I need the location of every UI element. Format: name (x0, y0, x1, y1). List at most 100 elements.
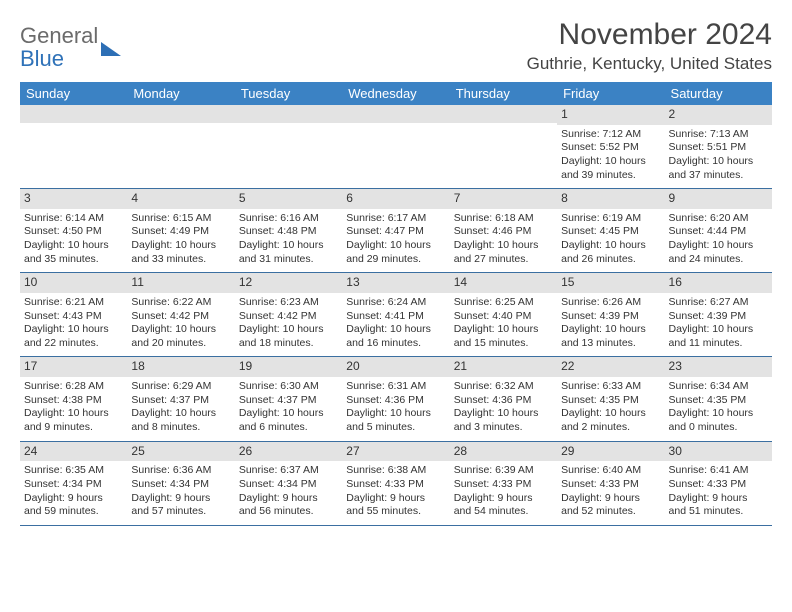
sunset-text: Sunset: 4:42 PM (131, 310, 230, 324)
sunset-text: Sunset: 4:46 PM (454, 225, 553, 239)
weekday-header: Thursday (450, 82, 557, 105)
sunrise-text: Sunrise: 6:22 AM (131, 296, 230, 310)
sunset-text: Sunset: 5:51 PM (669, 141, 768, 155)
daylight-text: and 16 minutes. (346, 337, 445, 351)
day-number: 22 (557, 357, 664, 377)
sunrise-text: Sunrise: 6:33 AM (561, 380, 660, 394)
sunset-text: Sunset: 4:35 PM (669, 394, 768, 408)
sunset-text: Sunset: 4:34 PM (24, 478, 123, 492)
sunset-text: Sunset: 4:33 PM (669, 478, 768, 492)
day-number: 8 (557, 189, 664, 209)
daylight-text: and 20 minutes. (131, 337, 230, 351)
daylight-text: and 37 minutes. (669, 169, 768, 183)
sunset-text: Sunset: 4:33 PM (454, 478, 553, 492)
day-number (342, 105, 449, 123)
calendar-day-cell: 28Sunrise: 6:39 AMSunset: 4:33 PMDayligh… (450, 441, 557, 525)
day-number (450, 105, 557, 123)
daylight-text: Daylight: 10 hours (454, 239, 553, 253)
sunrise-text: Sunrise: 6:23 AM (239, 296, 338, 310)
daylight-text: Daylight: 10 hours (561, 323, 660, 337)
calendar-day-cell: 5Sunrise: 6:16 AMSunset: 4:48 PMDaylight… (235, 189, 342, 273)
calendar-day-cell: 22Sunrise: 6:33 AMSunset: 4:35 PMDayligh… (557, 357, 664, 441)
calendar-day-cell: 7Sunrise: 6:18 AMSunset: 4:46 PMDaylight… (450, 189, 557, 273)
sunrise-text: Sunrise: 6:21 AM (24, 296, 123, 310)
sunset-text: Sunset: 4:43 PM (24, 310, 123, 324)
daylight-text: and 0 minutes. (669, 421, 768, 435)
daylight-text: Daylight: 10 hours (346, 239, 445, 253)
daylight-text: and 59 minutes. (24, 505, 123, 519)
sunset-text: Sunset: 4:34 PM (131, 478, 230, 492)
sunrise-text: Sunrise: 6:24 AM (346, 296, 445, 310)
daylight-text: and 2 minutes. (561, 421, 660, 435)
sunrise-text: Sunrise: 6:38 AM (346, 464, 445, 478)
sunrise-text: Sunrise: 6:31 AM (346, 380, 445, 394)
daylight-text: and 52 minutes. (561, 505, 660, 519)
daylight-text: Daylight: 10 hours (561, 155, 660, 169)
day-number: 21 (450, 357, 557, 377)
daylight-text: and 31 minutes. (239, 253, 338, 267)
daylight-text: Daylight: 10 hours (669, 323, 768, 337)
sunrise-text: Sunrise: 6:27 AM (669, 296, 768, 310)
calendar-day-cell: 6Sunrise: 6:17 AMSunset: 4:47 PMDaylight… (342, 189, 449, 273)
sunset-text: Sunset: 4:41 PM (346, 310, 445, 324)
day-number: 4 (127, 189, 234, 209)
day-number (127, 105, 234, 123)
daylight-text: Daylight: 9 hours (346, 492, 445, 506)
day-number: 14 (450, 273, 557, 293)
sunset-text: Sunset: 4:39 PM (669, 310, 768, 324)
day-number: 18 (127, 357, 234, 377)
daylight-text: and 6 minutes. (239, 421, 338, 435)
daylight-text: Daylight: 10 hours (131, 323, 230, 337)
weekday-header-row: Sunday Monday Tuesday Wednesday Thursday… (20, 82, 772, 105)
day-number: 2 (665, 105, 772, 125)
sunrise-text: Sunrise: 6:39 AM (454, 464, 553, 478)
daylight-text: Daylight: 9 hours (561, 492, 660, 506)
day-number: 27 (342, 442, 449, 462)
day-number (20, 105, 127, 123)
weekday-header: Saturday (665, 82, 772, 105)
daylight-text: and 27 minutes. (454, 253, 553, 267)
calendar-day-cell: 2Sunrise: 7:13 AMSunset: 5:51 PMDaylight… (665, 105, 772, 189)
daylight-text: and 56 minutes. (239, 505, 338, 519)
sunrise-text: Sunrise: 6:18 AM (454, 212, 553, 226)
daylight-text: Daylight: 9 hours (669, 492, 768, 506)
sunrise-text: Sunrise: 6:19 AM (561, 212, 660, 226)
sunset-text: Sunset: 4:38 PM (24, 394, 123, 408)
calendar-day-cell: 29Sunrise: 6:40 AMSunset: 4:33 PMDayligh… (557, 441, 664, 525)
logo-triangle-icon (101, 17, 121, 56)
daylight-text: Daylight: 10 hours (561, 239, 660, 253)
calendar-day-cell: 14Sunrise: 6:25 AMSunset: 4:40 PMDayligh… (450, 273, 557, 357)
daylight-text: and 51 minutes. (669, 505, 768, 519)
daylight-text: Daylight: 10 hours (24, 323, 123, 337)
sunrise-text: Sunrise: 6:30 AM (239, 380, 338, 394)
weekday-header: Monday (127, 82, 234, 105)
sunset-text: Sunset: 4:39 PM (561, 310, 660, 324)
calendar-day-cell: 30Sunrise: 6:41 AMSunset: 4:33 PMDayligh… (665, 441, 772, 525)
sunset-text: Sunset: 4:50 PM (24, 225, 123, 239)
calendar-day-cell (342, 105, 449, 189)
weekday-header: Friday (557, 82, 664, 105)
calendar-day-cell: 8 Sunrise: 6:19 AMSunset: 4:45 PMDaylight… (557, 189, 664, 273)
sunset-text: Sunset: 4:33 PM (346, 478, 445, 492)
day-number: 25 (127, 442, 234, 462)
day-number: 1 (557, 105, 664, 125)
day-number: 12 (235, 273, 342, 293)
sunrise-text: Sunrise: 6:32 AM (454, 380, 553, 394)
daylight-text: Daylight: 10 hours (131, 407, 230, 421)
daylight-text: and 33 minutes. (131, 253, 230, 267)
location: Guthrie, Kentucky, United States (527, 54, 772, 74)
daylight-text: and 39 minutes. (561, 169, 660, 183)
sunset-text: Sunset: 4:45 PM (561, 225, 660, 239)
daylight-text: Daylight: 10 hours (24, 239, 123, 253)
daylight-text: and 18 minutes. (239, 337, 338, 351)
daylight-text: Daylight: 10 hours (24, 407, 123, 421)
daylight-text: and 13 minutes. (561, 337, 660, 351)
calendar-day-cell (20, 105, 127, 189)
day-number: 20 (342, 357, 449, 377)
sunset-text: Sunset: 4:36 PM (454, 394, 553, 408)
calendar-week-row: 17Sunrise: 6:28 AMSunset: 4:38 PMDayligh… (20, 357, 772, 441)
calendar-day-cell: 1Sunrise: 7:12 AMSunset: 5:52 PMDaylight… (557, 105, 664, 189)
daylight-text: Daylight: 10 hours (239, 407, 338, 421)
sunset-text: Sunset: 4:42 PM (239, 310, 338, 324)
sunset-text: Sunset: 4:44 PM (669, 225, 768, 239)
